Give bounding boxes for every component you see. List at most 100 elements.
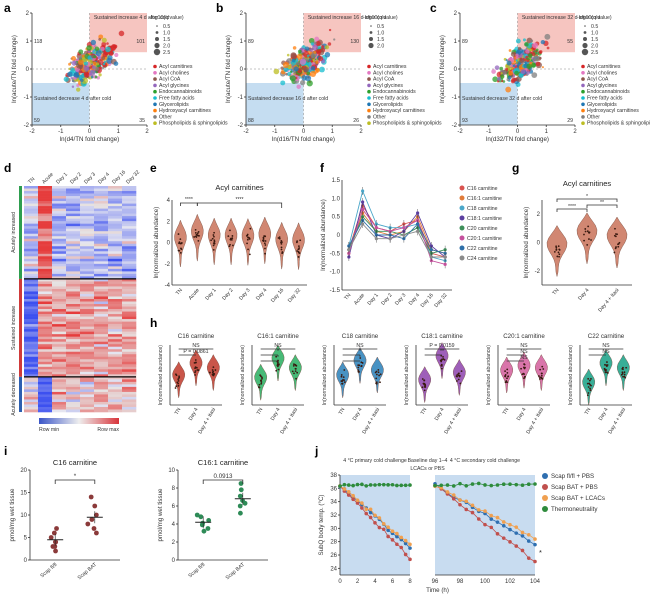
sustained-decrease-box xyxy=(246,83,304,125)
heatmap-cell xyxy=(80,394,95,398)
violin-shape xyxy=(288,354,302,391)
heatmap-cell xyxy=(108,261,123,265)
y-tick-label: 30 xyxy=(330,526,337,532)
series-point xyxy=(464,507,469,512)
legend-swatch xyxy=(542,495,548,501)
heatmap-cell xyxy=(94,394,109,398)
panel-label-g: g xyxy=(512,161,519,175)
series-point xyxy=(368,510,373,515)
violin-point xyxy=(177,233,180,235)
violin-point xyxy=(558,255,560,258)
violin-point xyxy=(375,382,378,385)
sig-bracket xyxy=(202,479,244,484)
heatmap-cell xyxy=(122,241,137,245)
heatmap-cell xyxy=(24,278,39,282)
y-axis-label: ln(normalized abundance) xyxy=(523,207,530,279)
heatmap-cell xyxy=(80,191,95,194)
data-point xyxy=(89,517,95,522)
data-point xyxy=(199,522,205,528)
legend-swatch xyxy=(153,102,157,107)
heatmap-cell xyxy=(94,334,109,337)
q-value-title: -log10(q value) xyxy=(363,15,398,21)
series-point xyxy=(355,498,360,502)
heatmap-cell xyxy=(38,319,53,322)
violin-point xyxy=(523,363,526,365)
heatmap-cell xyxy=(108,208,123,212)
heatmap-cell xyxy=(122,304,137,307)
heatmap-cell xyxy=(66,271,81,275)
violin-point xyxy=(343,381,346,384)
legend-swatch xyxy=(367,121,371,125)
data-point xyxy=(544,33,551,40)
heatmap-cell xyxy=(94,326,109,330)
violin-point xyxy=(295,377,297,380)
violin-point xyxy=(247,248,249,251)
data-point xyxy=(310,66,316,71)
heatmap-cell xyxy=(24,201,39,204)
subplot-title: C16:1 carnitine xyxy=(257,333,299,340)
heatmap-cell xyxy=(52,326,67,330)
heatmap-cell xyxy=(24,286,39,290)
data-point xyxy=(70,67,76,74)
heatmap-cell xyxy=(108,266,123,270)
y-tick-label: 10 xyxy=(20,513,27,519)
x-tick-label: TN xyxy=(502,407,511,416)
heatmap-cell xyxy=(80,316,95,320)
heatmap-cell xyxy=(108,258,123,262)
heatmap-cell xyxy=(122,364,137,368)
violin-point xyxy=(214,369,217,371)
quadrant-count: 35 xyxy=(139,118,145,124)
legend-entry: Acyl cholines xyxy=(373,70,404,76)
violin-point xyxy=(606,361,608,363)
series-point xyxy=(443,262,447,266)
heatmap-cell xyxy=(80,326,95,330)
series-point xyxy=(408,557,412,562)
x-axis-label: ln(d32/TN fold change) xyxy=(486,136,549,143)
y-tick-label: 10 xyxy=(168,468,175,474)
violin-point xyxy=(194,374,197,376)
q-value-title: -log10(q value) xyxy=(577,15,612,21)
q-size-dot xyxy=(583,31,587,34)
heatmap-cell xyxy=(108,206,123,209)
heatmap-cell xyxy=(94,346,109,350)
data-point xyxy=(313,51,317,54)
y-tick-label: 0.5 xyxy=(332,215,341,221)
heatmap-cell xyxy=(24,263,39,267)
heatmap-cell xyxy=(122,286,137,290)
heatmap-cell xyxy=(94,221,109,224)
y-tick-label: 36 xyxy=(330,486,337,492)
heatmap-cell xyxy=(80,401,95,405)
violin-point xyxy=(179,238,182,240)
heatmap-column-label: Day 2 xyxy=(69,172,83,186)
data-point xyxy=(95,50,102,57)
heatmap-cell xyxy=(24,306,39,310)
violin-point xyxy=(180,247,182,250)
violin-point xyxy=(590,239,592,241)
heatmap-cell xyxy=(52,236,67,240)
heatmap-cell xyxy=(38,304,53,307)
heatmap-cell xyxy=(66,346,81,350)
heatmap-cell xyxy=(38,226,53,229)
data-point xyxy=(314,36,320,42)
data-point xyxy=(527,53,533,59)
heatmap-cell xyxy=(38,213,53,217)
heatmap-cell xyxy=(94,381,109,385)
heatmap-cell xyxy=(122,226,137,229)
heatmap-cell xyxy=(94,186,109,189)
violin-point xyxy=(374,371,377,374)
heatmap-cell xyxy=(108,198,123,202)
heatmap-cell xyxy=(66,391,81,395)
heatmap-cell xyxy=(52,366,67,370)
x-tick-label: TN xyxy=(175,287,184,296)
series-point xyxy=(520,530,525,535)
violin-point xyxy=(296,250,298,252)
heatmap-cell xyxy=(108,336,123,340)
y-axis-label: ln(acute/TN fold change) xyxy=(11,35,18,103)
x-tick-label: 0 xyxy=(88,129,92,135)
heatmap-cell xyxy=(122,376,137,380)
violin-point xyxy=(264,252,266,255)
violin-shape xyxy=(599,349,613,386)
heatmap-cell xyxy=(80,386,95,390)
heatmap-cell xyxy=(38,241,53,245)
